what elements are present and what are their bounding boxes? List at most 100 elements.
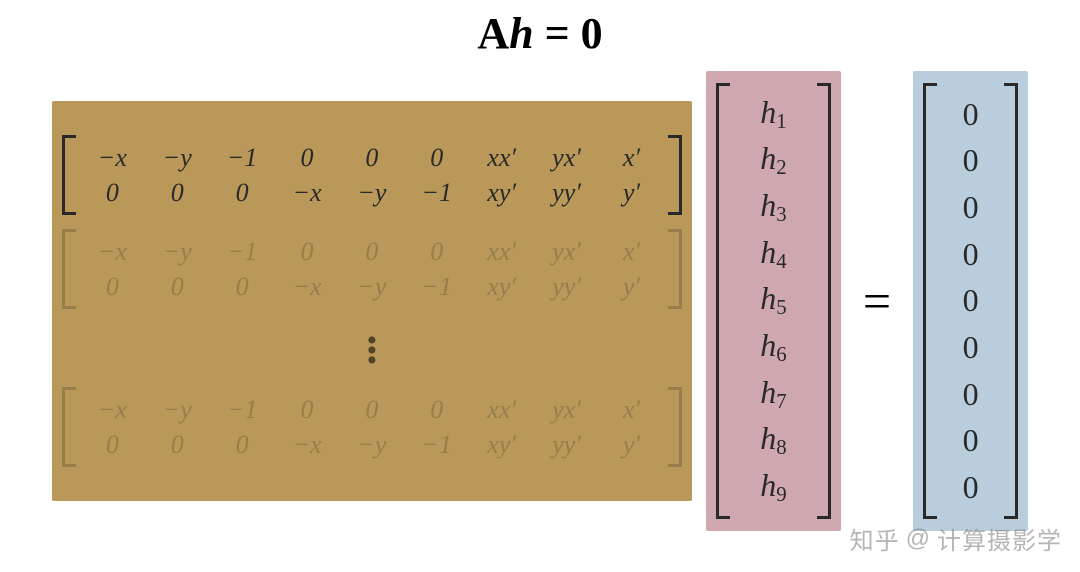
matrix-A-rows: −x−y−1000xx′yx′x′000−x−y−1xy′yy′y′ <box>76 229 668 309</box>
matrix-cell: xx′ <box>469 234 534 269</box>
matrix-cell: 0 <box>339 140 404 175</box>
bracket-left-icon <box>716 83 730 519</box>
bracket-right-icon <box>668 387 682 467</box>
matrix-cell: −y <box>145 392 210 427</box>
vector-zero-cell: 0 <box>939 237 1002 272</box>
matrix-row: 000−x−y−1xy′yy′y′ <box>80 427 664 462</box>
matrix-cell: 0 <box>275 234 340 269</box>
matrix-cell: yy′ <box>534 175 599 210</box>
matrix-cell: −x <box>275 175 340 210</box>
bracket-left-icon <box>62 387 76 467</box>
matrix-row: −x−y−1000xx′yx′x′ <box>80 392 664 427</box>
matrix-cell: −y <box>145 140 210 175</box>
matrix-row: −x−y−1000xx′yx′x′ <box>80 234 664 269</box>
vector-zero-cell: 0 <box>939 423 1002 458</box>
matrix-cell: 0 <box>210 427 275 462</box>
vertical-dots-icon: ••• <box>62 323 682 373</box>
equation-body: −x−y−1000xx′yx′x′000−x−y−1xy′yy′y′−x−y−1… <box>0 71 1080 531</box>
matrix-cell: 0 <box>145 427 210 462</box>
bracket-left-icon <box>62 229 76 309</box>
vector-zero-cell: 0 <box>939 190 1002 225</box>
bracket-right-icon <box>817 83 831 519</box>
vector-h-cell: h7 <box>732 375 815 414</box>
vector-h-bracket: h1 h2 h3 h4 h5 h6 h7 h8 h9 <box>716 83 831 519</box>
matrix-cell: 0 <box>210 269 275 304</box>
watermark-at: @ <box>906 525 931 553</box>
matrix-A-submatrix: −x−y−1000xx′yx′x′000−x−y−1xy′yy′y′ <box>62 135 682 215</box>
vector-h-cell: h9 <box>732 468 815 507</box>
matrix-cell: 0 <box>404 392 469 427</box>
matrix-cell: yy′ <box>534 427 599 462</box>
matrix-cell: 0 <box>210 175 275 210</box>
matrix-cell: 0 <box>145 269 210 304</box>
vector-zero-cell: 0 <box>939 143 1002 178</box>
watermark-author: 计算摄影学 <box>937 521 1062 556</box>
matrix-cell: −x <box>275 269 340 304</box>
matrix-cell: 0 <box>145 175 210 210</box>
matrix-cell: −x <box>80 392 145 427</box>
matrix-cell: −1 <box>404 269 469 304</box>
matrix-cell: yy′ <box>534 269 599 304</box>
equation-title: Ah = 0 <box>0 0 1080 71</box>
matrix-cell: −y <box>339 269 404 304</box>
matrix-cell: −x <box>80 140 145 175</box>
vector-h-cell: h2 <box>732 141 815 180</box>
vector-h-cell: h4 <box>732 235 815 274</box>
matrix-A-rows: −x−y−1000xx′yx′x′000−x−y−1xy′yy′y′ <box>76 387 668 467</box>
matrix-cell: 0 <box>80 175 145 210</box>
title-A: A <box>477 9 509 58</box>
matrix-A-block: −x−y−1000xx′yx′x′000−x−y−1xy′yy′y′−x−y−1… <box>52 101 692 501</box>
matrix-cell: y′ <box>599 427 664 462</box>
matrix-row: −x−y−1000xx′yx′x′ <box>80 140 664 175</box>
vector-zero-block: 000000000 <box>913 71 1028 531</box>
matrix-cell: xy′ <box>469 427 534 462</box>
vector-h-body: h1 h2 h3 h4 h5 h6 h7 h8 h9 <box>730 83 817 519</box>
matrix-cell: −1 <box>210 234 275 269</box>
vector-h-cell: h6 <box>732 328 815 367</box>
matrix-cell: 0 <box>80 269 145 304</box>
watermark-zhihu: 知乎 <box>850 521 900 556</box>
vector-zero-cell: 0 <box>939 97 1002 132</box>
matrix-cell: 0 <box>404 140 469 175</box>
vector-h-block: h1 h2 h3 h4 h5 h6 h7 h8 h9 <box>706 71 841 531</box>
matrix-cell: y′ <box>599 269 664 304</box>
matrix-cell: xy′ <box>469 175 534 210</box>
matrix-cell: −1 <box>404 427 469 462</box>
matrix-cell: 0 <box>275 140 340 175</box>
matrix-A-rows: −x−y−1000xx′yx′x′000−x−y−1xy′yy′y′ <box>76 135 668 215</box>
matrix-A-submatrix: −x−y−1000xx′yx′x′000−x−y−1xy′yy′y′ <box>62 387 682 467</box>
matrix-cell: 0 <box>404 234 469 269</box>
matrix-cell: 0 <box>339 392 404 427</box>
vector-zero-cell: 0 <box>939 330 1002 365</box>
vector-h-cell: h1 <box>732 95 815 134</box>
matrix-cell: xx′ <box>469 140 534 175</box>
matrix-row: 000−x−y−1xy′yy′y′ <box>80 175 664 210</box>
matrix-cell: x′ <box>599 392 664 427</box>
matrix-cell: xx′ <box>469 392 534 427</box>
title-zero: 0 <box>581 9 603 58</box>
title-eq: = <box>534 9 581 58</box>
matrix-cell: −x <box>275 427 340 462</box>
matrix-cell: −x <box>80 234 145 269</box>
vector-h-cell: h5 <box>732 281 815 320</box>
vector-zero-cell: 0 <box>939 377 1002 412</box>
matrix-cell: 0 <box>275 392 340 427</box>
equals-sign: = <box>855 272 899 330</box>
matrix-cell: xy′ <box>469 269 534 304</box>
matrix-cell: −y <box>339 175 404 210</box>
bracket-left-icon <box>923 83 937 519</box>
matrix-cell: −1 <box>210 392 275 427</box>
title-h: h <box>509 9 533 58</box>
bracket-right-icon <box>668 135 682 215</box>
matrix-cell: −1 <box>210 140 275 175</box>
vector-h-cell: h8 <box>732 421 815 460</box>
matrix-A-submatrix: −x−y−1000xx′yx′x′000−x−y−1xy′yy′y′ <box>62 229 682 309</box>
matrix-cell: y′ <box>599 175 664 210</box>
matrix-cell: yx′ <box>534 140 599 175</box>
bracket-left-icon <box>62 135 76 215</box>
matrix-cell: 0 <box>339 234 404 269</box>
vector-h-cell: h3 <box>732 188 815 227</box>
matrix-cell: −y <box>145 234 210 269</box>
vector-zero-cell: 0 <box>939 470 1002 505</box>
matrix-cell: −y <box>339 427 404 462</box>
